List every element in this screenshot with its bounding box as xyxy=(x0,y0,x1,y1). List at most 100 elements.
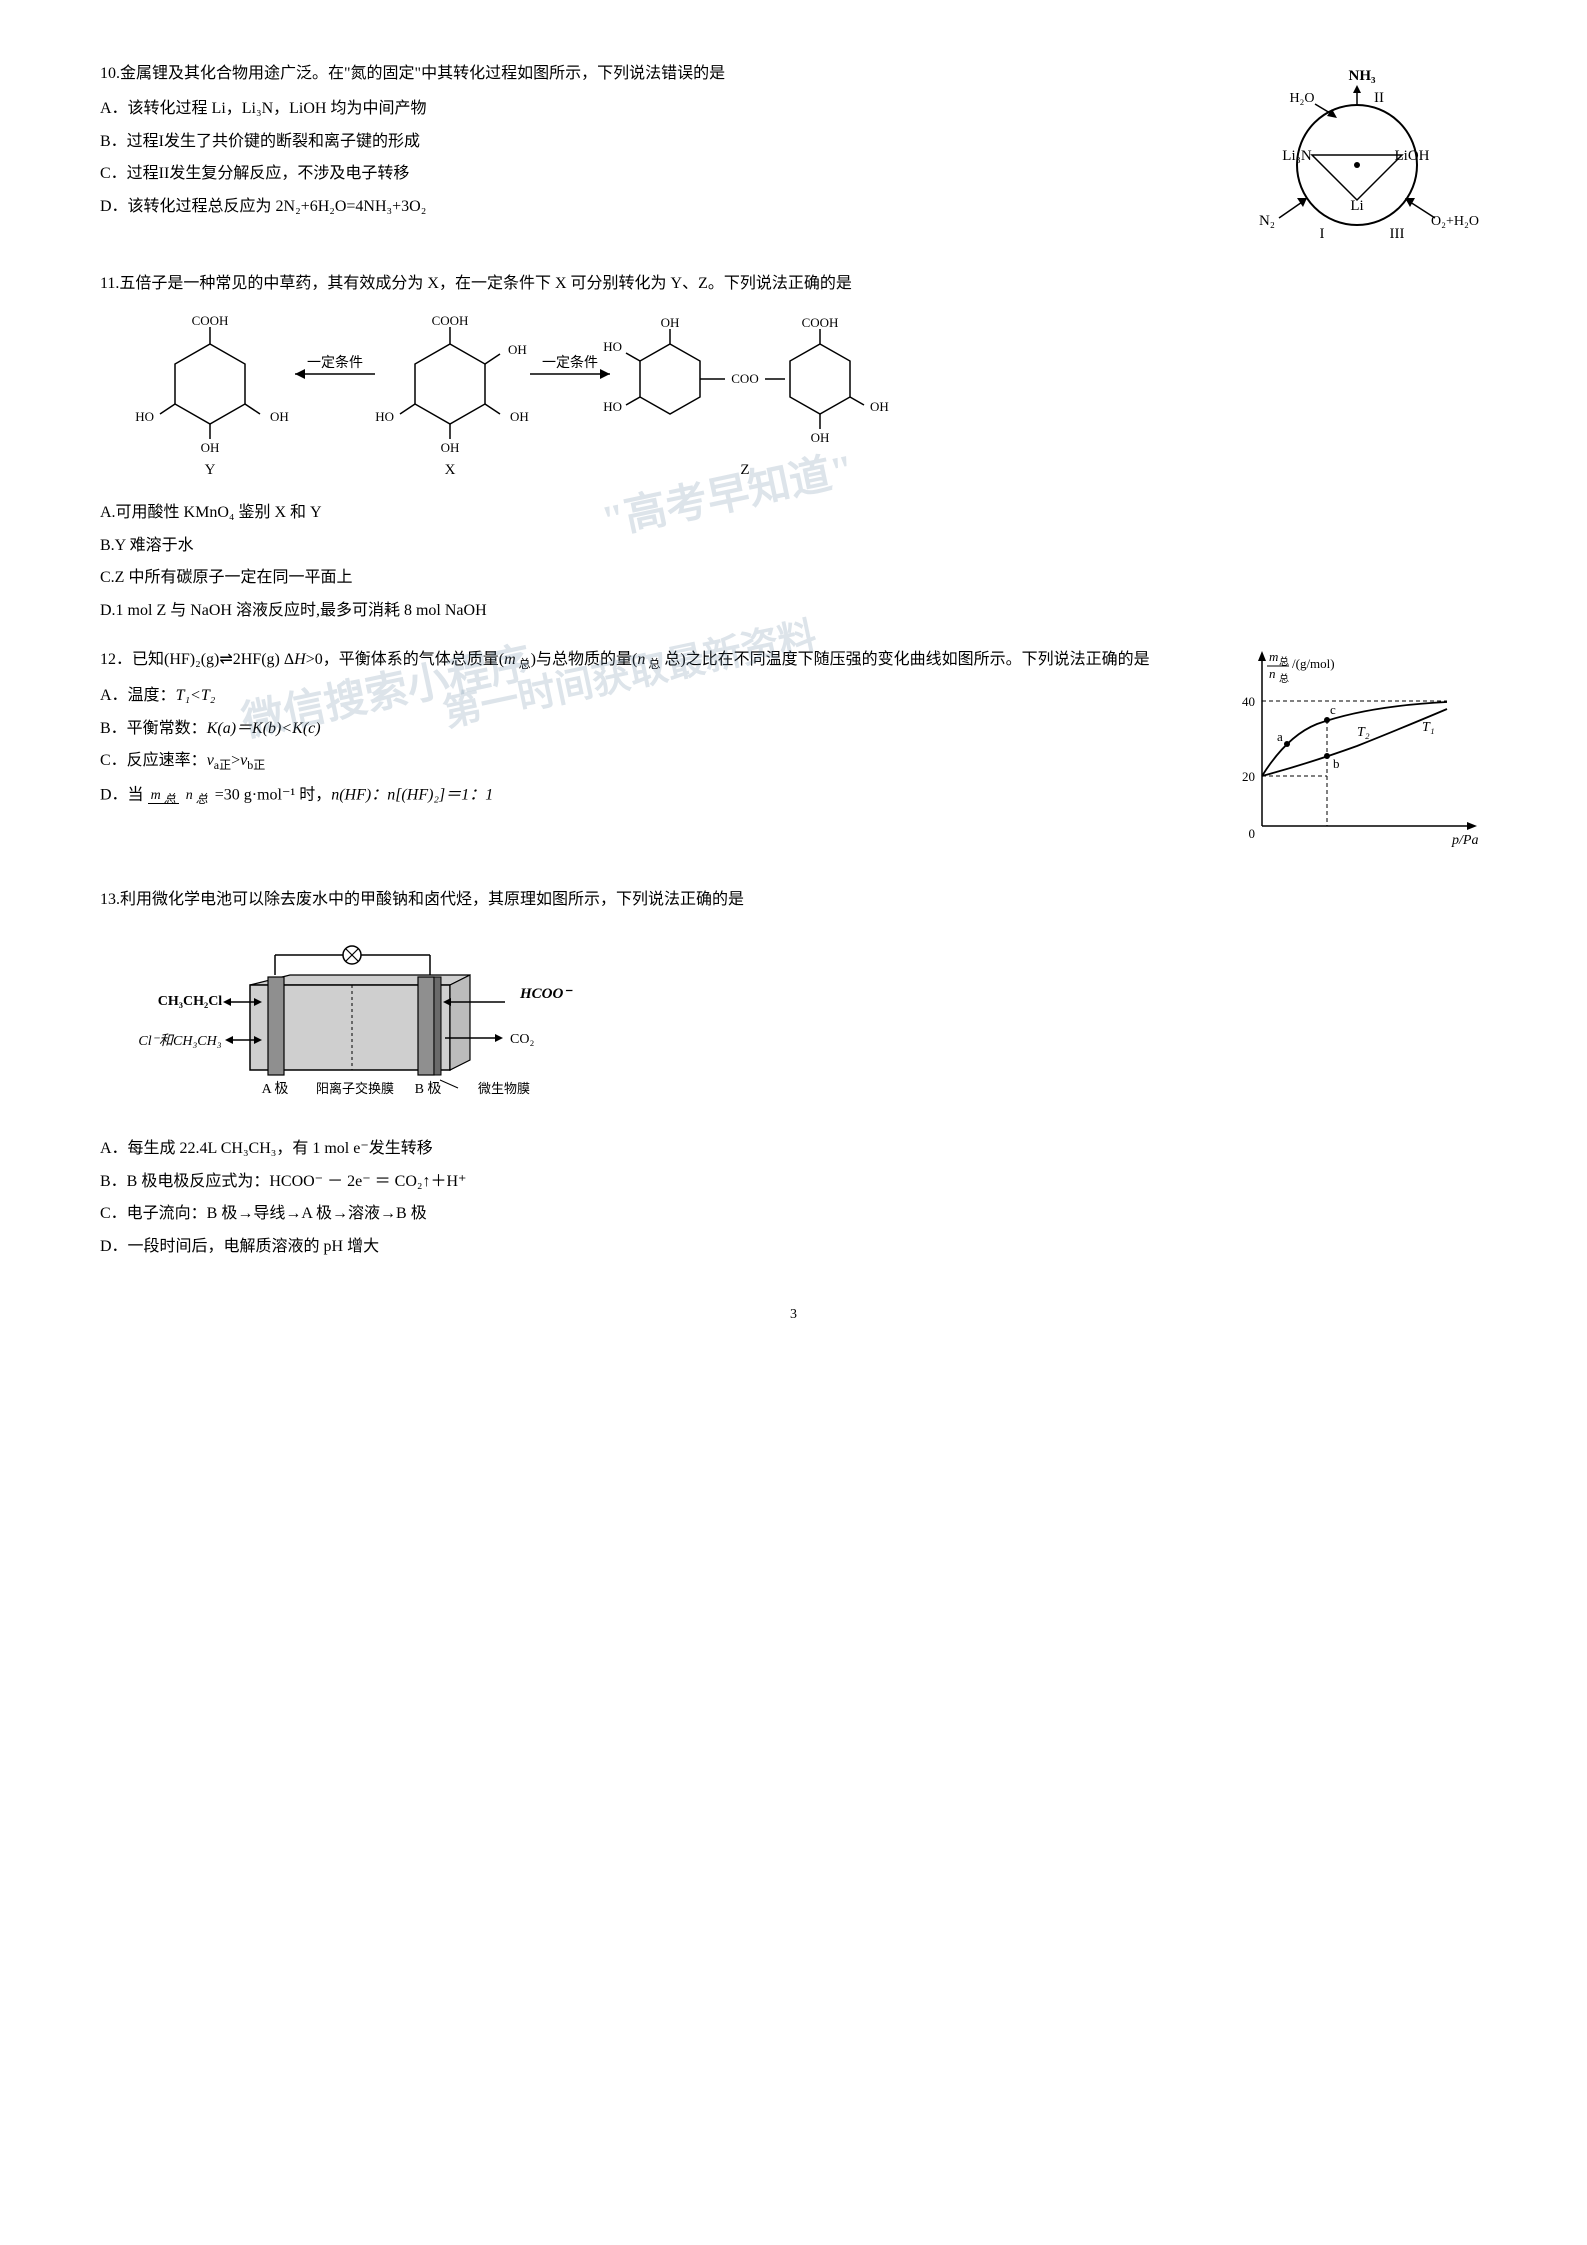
q11-arrow2-label: 一定条件 xyxy=(542,354,598,371)
q12-stem-m: m xyxy=(504,651,516,668)
q11-x-oh1: OH xyxy=(508,342,527,357)
question-13: 13.利用微化学电池可以除去废水中的甲酸钠和卤代烃，其原理如图所示，下列说法正确… xyxy=(100,886,1487,1262)
q11-option-c: C.Z 中所有碳原子一定在同一平面上 xyxy=(100,564,1487,593)
q12-pt-b: b xyxy=(1333,756,1340,771)
q12-c-sa: a正 xyxy=(214,759,231,773)
q11-y-ho: HO xyxy=(135,409,154,424)
q12-c-v1: v xyxy=(207,752,214,769)
q10-option-d: D．该转化过程总反应为 2N₂+6H₂O=4NH₃+3O₂ xyxy=(100,193,1217,222)
q12-b-pre: B．平衡常数： xyxy=(100,720,207,737)
q12-curve-t1: T₁ xyxy=(1422,720,1435,735)
q12-a-pre: A．温度： xyxy=(100,687,176,704)
q11-y-oh2: OH xyxy=(201,440,220,455)
q11-y-label: Y xyxy=(205,462,216,478)
q12-c-gt: > xyxy=(231,752,240,769)
q12-stem-p1: 12．已知(HF)₂(g)⇌2HF(g) Δ xyxy=(100,651,294,668)
q12-d-msub: 总 xyxy=(161,792,176,806)
q13-option-a: A．每生成 22.4L CH₃CH₃，有 1 mol e⁻发生转移 xyxy=(100,1135,1487,1164)
q11-x-ho: HO xyxy=(375,409,394,424)
q10-stem: 10.金属锂及其化合物用途广泛。在"氮的固定"中其转化过程如图所示，下列说法错误… xyxy=(100,60,1217,89)
q13-b-label: B 极 xyxy=(415,1081,442,1097)
q11-z-oh-top: OH xyxy=(661,315,680,330)
q11-y-cooh: COOH xyxy=(192,313,229,328)
q10-o2h2o-text: O₂+H₂O xyxy=(1431,214,1479,229)
q11-x-oh3: OH xyxy=(441,440,460,455)
q12-d-ratio: n(HF)：n[(HF)₂]＝1：1 xyxy=(331,787,493,804)
q12-ylabel: /(g/mol) xyxy=(1292,656,1335,671)
q12-d-eq: =30 g·mol⁻¹ 时， xyxy=(215,787,332,804)
q11-stem: 11.五倍子是一种常见的中草药，其有效成分为 X，在一定条件下 X 可分别转化为… xyxy=(100,270,1487,299)
svg-text:n: n xyxy=(1269,666,1276,681)
q11-x-label: X xyxy=(445,462,456,478)
q11-z-cooh: COOH xyxy=(802,315,839,330)
q10-nh3-label: NH₃ xyxy=(1349,68,1377,84)
q10-option-c: C．过程II发生复分解反应，不涉及电子转移 xyxy=(100,160,1217,189)
svg-text:0: 0 xyxy=(1249,826,1256,841)
q13-diagram: CH₃CH₂Cl Cl⁻和CH₃CH₃ HCOO⁻ CO₂ A 极 阳离子交换膜… xyxy=(100,925,1487,1115)
q12-d-pre: D．当 xyxy=(100,787,144,804)
q11-z-coo: COO xyxy=(731,371,758,386)
q12-option-c: C．反应速率：va正>vb正 xyxy=(100,747,1217,777)
q13-right-in: HCOO⁻ xyxy=(519,986,573,1002)
q13-option-d: D．一段时间后，电解质溶液的 pH 增大 xyxy=(100,1233,1487,1262)
q10-li3n-label: Li₃N xyxy=(1282,148,1312,164)
svg-text:总: 总 xyxy=(1279,672,1289,685)
q12-stem-p3: )与总物质的量( xyxy=(531,651,638,668)
q10-roman3-label: III xyxy=(1390,226,1405,242)
q10-option-b: B．过程I发生了共价键的断裂和离子键的形成 xyxy=(100,128,1217,157)
q11-z-ho1: HO xyxy=(603,339,622,354)
q13-a-label: A 极 xyxy=(262,1081,289,1097)
q12-curve-t2: T₂ xyxy=(1357,725,1370,740)
q13-stem: 13.利用微化学电池可以除去废水中的甲酸钠和卤代烃，其原理如图所示，下列说法正确… xyxy=(100,886,1487,915)
q10-option-a: A．该转化过程 Li，Li₃N，LiOH 均为中间产物 xyxy=(100,95,1217,124)
q11-arrow1-label: 一定条件 xyxy=(307,354,363,371)
q11-scheme: COOH OH OH HO Y 一定条件 COOH OH xyxy=(100,309,1487,479)
q12-xlabel: p/Pa xyxy=(1451,833,1478,848)
q11-z-oh-r: OH xyxy=(870,399,889,414)
q10-diagram: Li₃N LiOH Li NH₃ H₂O II N₂ I xyxy=(1227,60,1487,250)
q11-option-d: D.1 mol Z 与 NaOH 溶液反应时,最多可消耗 8 mol NaOH xyxy=(100,597,1487,626)
q10-lioh-label: LiOH xyxy=(1395,148,1430,164)
q12-d-nsub: 总 xyxy=(193,792,208,806)
q12-stem: 12．已知(HF)₂(g)⇌2HF(g) ΔH>0，平衡体系的气体总质量(m 总… xyxy=(100,646,1217,676)
q11-x-oh2: OH xyxy=(510,409,529,424)
q12-pt-a: a xyxy=(1277,729,1283,744)
q12-d-m: m xyxy=(151,788,161,803)
q12-option-a: A．温度：T₁<T₂ xyxy=(100,682,1217,711)
q11-y-oh1: OH xyxy=(270,409,289,424)
q12-stem-p2: >0，平衡体系的气体总质量( xyxy=(306,651,504,668)
q11-option-b: B.Y 难溶于水 xyxy=(100,532,1487,561)
question-11: 11.五倍子是一种常见的中草药，其有效成分为 X，在一定条件下 X 可分别转化为… xyxy=(100,270,1487,626)
q11-z-oh-b: OH xyxy=(811,430,830,445)
q12-c-sb: b正 xyxy=(247,759,265,773)
q13-option-b: B．B 极电极反应式为：HCOO⁻ － 2e⁻ ＝ CO₂↑＋H⁺ xyxy=(100,1168,1487,1197)
q12-option-b: B．平衡常数：K(a)＝K(b)<K(c) xyxy=(100,715,1217,744)
q13-membrane-label: 阳离子交换膜 xyxy=(316,1081,394,1096)
q13-left-in: CH₃CH₂Cl xyxy=(158,994,223,1009)
q10-roman2-label: II xyxy=(1374,90,1384,106)
q12-chart: m 总 n 总 /(g/mol) p/Pa 20 40 0 xyxy=(1227,646,1487,866)
q12-option-d: D．当 m 总 n 总 =30 g·mol⁻¹ 时，n(HF)：n[(HF)₂]… xyxy=(100,781,1217,810)
q12-d-n: n xyxy=(186,788,193,803)
q12-stem-H: H xyxy=(294,651,306,668)
q10-h2o-label: H₂O xyxy=(1289,91,1314,106)
q11-z-label: Z xyxy=(740,462,749,478)
q11-x-cooh: COOH xyxy=(432,313,469,328)
q12-stem-msub: 总 xyxy=(516,657,531,671)
q12-c-pre: C．反应速率： xyxy=(100,752,207,769)
question-12: 微信搜索小程序 第一时间获取最新资料 12．已知(HF)₂(g)⇌2HF(g) … xyxy=(100,646,1487,866)
q13-right-out: CO₂ xyxy=(510,1032,534,1047)
page-number: 3 xyxy=(100,1302,1487,1327)
q13-biofilm-label: 微生物膜 xyxy=(478,1081,530,1096)
q11-option-a: A.可用酸性 KMnO₄ 鉴别 X 和 Y xyxy=(100,499,1487,528)
question-10: 10.金属锂及其化合物用途广泛。在"氮的固定"中其转化过程如图所示，下列说法错误… xyxy=(100,60,1487,250)
q12-stem-p4: 总)之比在不同温度下随压强的变化曲线如图所示。下列说法正确的是 xyxy=(660,651,1149,668)
q12-b-mid: K(a)＝K(b)<K(c) xyxy=(207,720,321,737)
q13-left-out: Cl⁻和CH₃CH₃ xyxy=(138,1033,221,1049)
q10-roman1-label: I xyxy=(1320,226,1325,242)
q11-z-ho2: HO xyxy=(603,399,622,414)
svg-text:m: m xyxy=(1269,649,1278,664)
q12-pt-c: c xyxy=(1330,702,1336,717)
q10-n2-label: N₂ xyxy=(1259,213,1275,229)
q12-ytick-20: 20 xyxy=(1242,769,1255,784)
